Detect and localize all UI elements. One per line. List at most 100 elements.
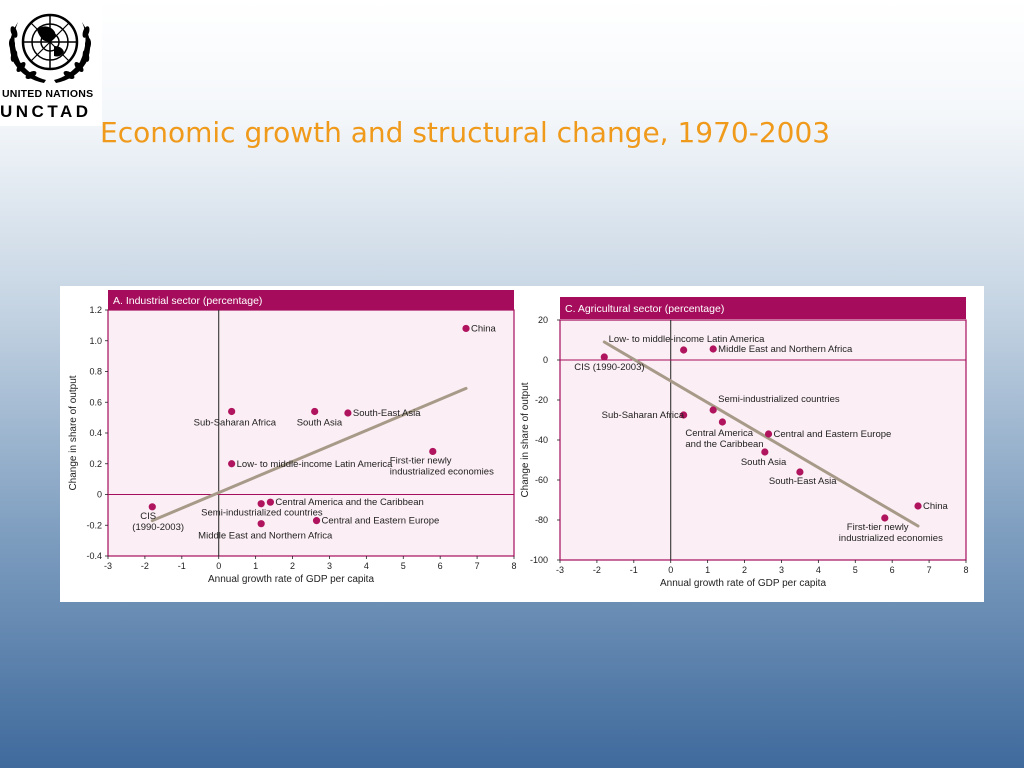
x-tick-label: 7 xyxy=(927,565,932,575)
x-tick-label: 6 xyxy=(890,565,895,575)
trend-line xyxy=(150,386,468,523)
data-point-label: Central America and the Caribbean xyxy=(685,428,763,450)
figure: A. Industrial sector (percentage) -3 -2 -1 0… xyxy=(60,286,984,602)
data-point xyxy=(228,407,236,416)
data-point-label: South-East Asia xyxy=(769,476,837,487)
data-point-label: CIS (1990-2003) xyxy=(574,362,644,373)
y-tick-label: 0 xyxy=(543,355,548,365)
data-point-label: First-tier newly industrialized economies xyxy=(839,522,943,544)
data-point xyxy=(257,500,265,508)
x-tick-label: 0 xyxy=(668,565,673,575)
y-tick-label: 1.2 xyxy=(89,305,102,315)
data-point-label: Middle East and Northern Africa xyxy=(718,344,853,355)
logo-text-unctad: UNCTAD xyxy=(0,102,92,121)
slide-title: Economic growth and structural change, 1… xyxy=(100,116,831,149)
chart-panel-2: C. Agricultural sector (percentage) -3 -2 -… xyxy=(520,297,969,589)
data-point-label: Semi-industrialized countries xyxy=(201,508,323,519)
data-point-label: South-East Asia xyxy=(353,408,421,419)
x-axis-title: Annual growth rate of GDP per capita xyxy=(660,578,826,589)
data-point-label: Sub-Saharan Africa xyxy=(194,417,277,428)
trend-line xyxy=(602,340,920,528)
data-point xyxy=(680,346,688,354)
data-point-label: First-tier newly industrialized economies xyxy=(390,455,494,477)
panel-title: C. Agricultural sector (percentage) xyxy=(565,303,724,315)
x-tick-label: 3 xyxy=(779,565,784,575)
x-tick-label: -1 xyxy=(630,565,638,575)
y-tick-label: -0.4 xyxy=(86,551,102,561)
x-tick-label: -3 xyxy=(104,561,112,571)
y-tick-label: 0.8 xyxy=(89,367,102,377)
panel-header-bar xyxy=(560,297,966,319)
data-point xyxy=(764,430,773,438)
x-tick-label: 1 xyxy=(705,565,710,575)
data-point-label: Central and Eastern Europe xyxy=(774,429,892,440)
data-point xyxy=(718,418,727,426)
x-tick-label: 8 xyxy=(963,565,968,575)
x-tick-label: 2 xyxy=(742,565,747,575)
y-tick-label: 0.4 xyxy=(89,428,102,438)
data-point xyxy=(429,447,437,456)
data-point-label: Central America and the Caribbean xyxy=(275,497,423,508)
data-point-label-line: industrialized economies xyxy=(390,466,494,477)
data-point-label: Central and Eastern Europe xyxy=(322,516,440,527)
data-point-label: CIS (1990-2003) xyxy=(132,511,184,533)
un-emblem-icon xyxy=(8,13,92,83)
x-tick-label: -2 xyxy=(141,561,149,571)
data-point xyxy=(312,517,321,525)
y-tick-label: 0.6 xyxy=(89,397,102,407)
x-tick-label: 4 xyxy=(364,561,369,571)
x-tick-label: 7 xyxy=(475,561,480,571)
x-tick-label: 1 xyxy=(253,561,258,571)
data-point xyxy=(148,503,156,511)
data-point-label: Semi-industrialized countries xyxy=(718,394,840,405)
data-point-label: Low- to middle-income Latin America xyxy=(237,459,393,470)
x-tick-label: -3 xyxy=(556,565,564,575)
data-point xyxy=(761,448,769,456)
x-tick-label: 2 xyxy=(290,561,295,571)
logo-text-un: UNITED NATIONS xyxy=(2,88,94,100)
x-tick-label: 4 xyxy=(816,565,821,575)
y-tick-label: -0.2 xyxy=(86,520,102,530)
un-logo: UNITED NATIONS UNCTAD xyxy=(0,0,102,126)
y-tick-label: 1.0 xyxy=(89,336,102,346)
data-point-label: Low- to middle-income Latin America xyxy=(609,334,765,345)
data-point-label-line: (1990-2003) xyxy=(132,522,184,533)
data-point xyxy=(914,502,922,510)
data-point-label-line: industrialized economies xyxy=(839,533,943,544)
plot-area xyxy=(107,309,515,557)
y-tick-label: -80 xyxy=(535,515,548,525)
panel-header-bar xyxy=(108,290,514,310)
data-point xyxy=(600,353,608,361)
x-tick-label: -2 xyxy=(593,565,601,575)
panel-title: A. Industrial sector (percentage) xyxy=(113,295,262,307)
data-point xyxy=(344,409,352,417)
data-point xyxy=(266,498,274,506)
data-point-label-line: First-tier newly xyxy=(847,522,909,533)
x-tick-label: 6 xyxy=(438,561,443,571)
data-point xyxy=(709,406,717,414)
data-point xyxy=(881,514,889,522)
x-tick-label: 8 xyxy=(511,561,516,571)
data-point-label-line: First-tier newly xyxy=(390,455,452,466)
y-tick-label: -100 xyxy=(530,555,548,565)
x-tick-label: 3 xyxy=(327,561,332,571)
data-point-label: South Asia xyxy=(297,417,343,428)
x-tick-label: -1 xyxy=(178,561,186,571)
y-axis-title: Change in share of output xyxy=(520,382,531,497)
x-tick-label: 0 xyxy=(216,561,221,571)
data-point-label: China xyxy=(471,323,497,334)
data-point-label: Sub-Saharan Africa xyxy=(602,410,685,421)
data-point xyxy=(228,460,236,468)
y-tick-label: 0.2 xyxy=(89,459,102,469)
x-tick-label: 5 xyxy=(853,565,858,575)
data-point-label: Middle East and Northern Africa xyxy=(198,531,333,542)
data-point xyxy=(257,520,265,528)
x-tick-label: 5 xyxy=(401,561,406,571)
y-tick-label: -40 xyxy=(535,435,548,445)
data-point xyxy=(680,411,688,419)
chart-panel-1: A. Industrial sector (percentage) -3 -2 -1 0… xyxy=(68,290,517,585)
data-point-label-line: and the Caribbean xyxy=(685,439,763,450)
data-point-label: South Asia xyxy=(741,457,787,468)
y-tick-label: 20 xyxy=(538,315,548,325)
data-point xyxy=(311,407,319,416)
